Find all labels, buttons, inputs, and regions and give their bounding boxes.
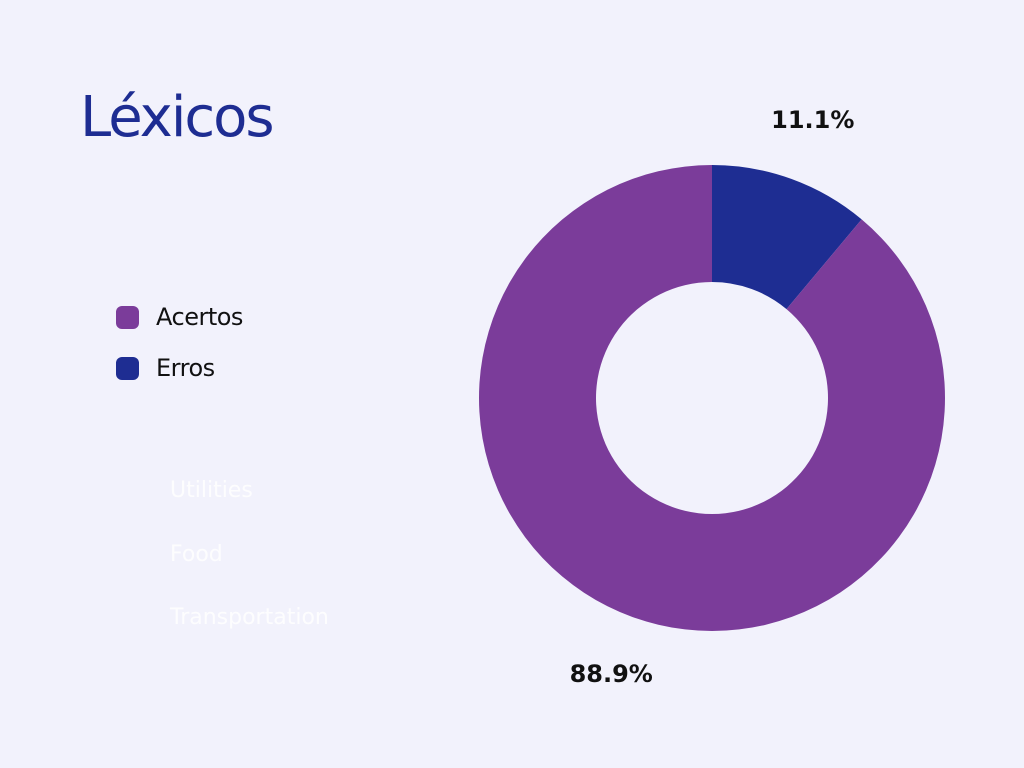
legend-label-erros: Erros — [156, 354, 215, 382]
ghost-label-utilities: Utilities — [170, 478, 253, 503]
ghost-label-transportation: Transportation — [170, 605, 329, 630]
chart-title: Léxicos — [80, 85, 275, 150]
legend-swatch-erros — [116, 356, 139, 380]
legend-swatch-acertos — [116, 305, 139, 329]
slice-acertos — [478, 165, 945, 632]
legend-item-erros: Erros — [116, 351, 243, 385]
legend-label-acertos: Acertos — [156, 303, 243, 331]
slice-label-acertos: 88.9% — [570, 660, 653, 688]
legend: Acertos Erros — [116, 300, 243, 402]
legend-item-acertos: Acertos — [116, 300, 243, 334]
slice-erros — [712, 165, 862, 310]
slice-label-erros: 11.1% — [771, 106, 854, 134]
ghost-label-food: Food — [170, 542, 223, 567]
